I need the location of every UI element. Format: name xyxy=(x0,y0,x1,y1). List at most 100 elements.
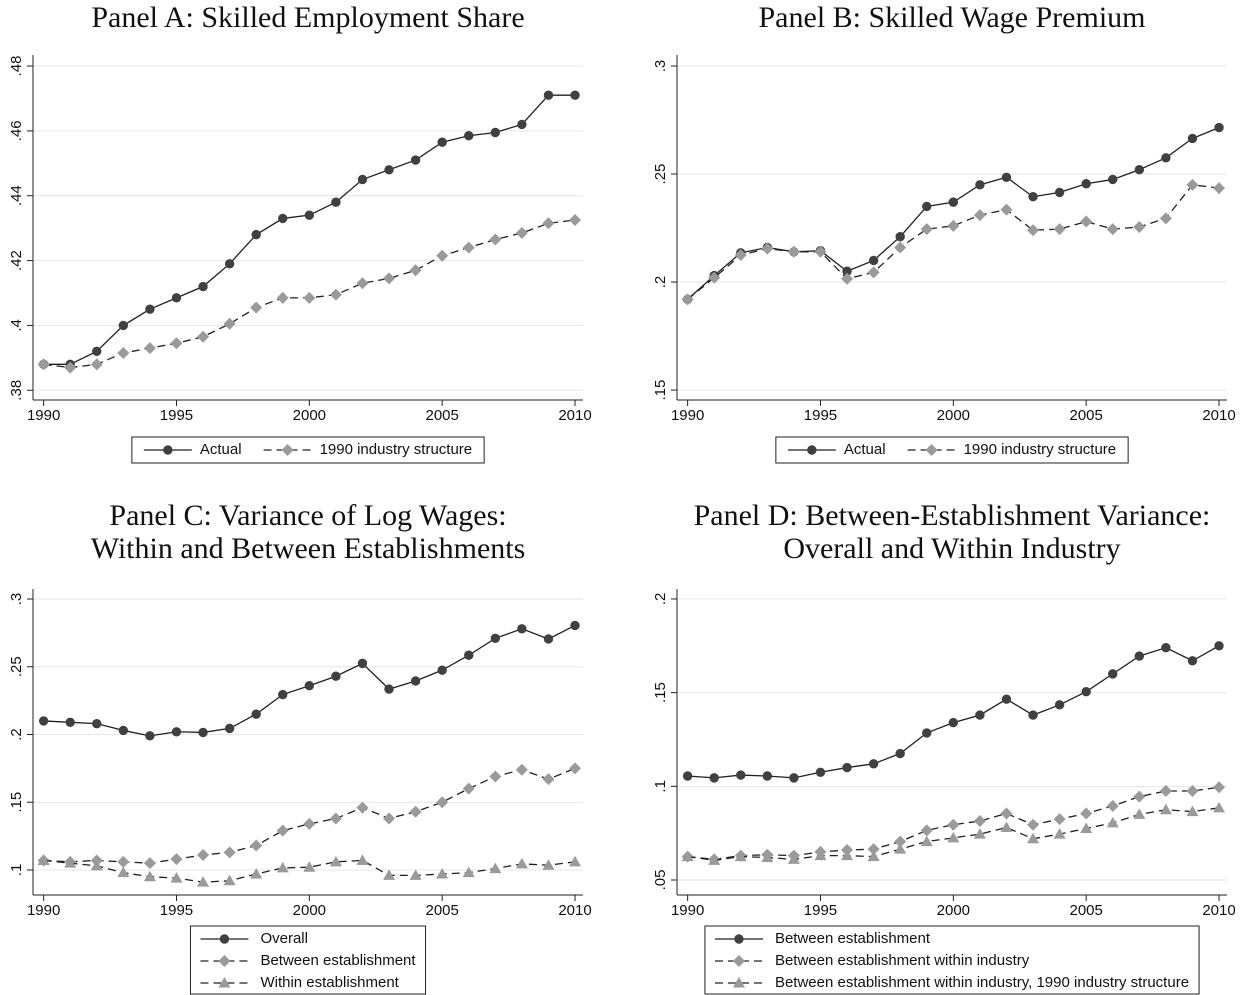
marker xyxy=(1133,808,1146,819)
marker xyxy=(1027,818,1040,831)
x-tick-label: 1995 xyxy=(804,407,837,424)
x-tick-label: 2010 xyxy=(558,407,591,424)
marker xyxy=(197,330,210,343)
marker xyxy=(515,857,528,869)
y-tick-label: .2 xyxy=(652,276,669,289)
marker xyxy=(841,849,854,861)
marker xyxy=(895,231,905,242)
marker xyxy=(1001,694,1012,704)
x-tick-label: 2000 xyxy=(937,902,970,919)
marker xyxy=(895,748,905,759)
marker xyxy=(462,782,475,795)
marker xyxy=(278,213,288,224)
marker xyxy=(218,977,231,988)
marker xyxy=(732,955,745,967)
marker xyxy=(681,850,694,862)
marker xyxy=(462,866,475,878)
marker xyxy=(734,850,747,862)
x-tick-label: 2005 xyxy=(1069,902,1102,919)
marker xyxy=(223,846,236,859)
marker xyxy=(807,445,817,455)
marker xyxy=(117,346,130,359)
marker xyxy=(383,812,396,825)
marker xyxy=(331,197,341,207)
marker xyxy=(1080,215,1093,228)
marker xyxy=(356,801,369,814)
marker xyxy=(1106,816,1119,828)
marker xyxy=(92,718,102,729)
y-tick-label: .2 xyxy=(652,593,669,606)
x-tick-label: 2010 xyxy=(1202,902,1235,919)
legend: Between establishment Between establishme… xyxy=(704,925,1200,995)
marker xyxy=(464,650,474,660)
marker xyxy=(197,849,210,862)
marker xyxy=(436,249,449,262)
marker xyxy=(170,337,183,350)
marker xyxy=(145,731,155,741)
marker xyxy=(409,264,422,277)
marker xyxy=(250,839,263,852)
y-tick-label: .38 xyxy=(8,380,25,401)
marker xyxy=(841,272,854,285)
marker xyxy=(543,90,554,100)
marker xyxy=(383,272,396,285)
marker xyxy=(489,862,502,874)
marker xyxy=(356,854,369,865)
marker xyxy=(197,876,210,887)
marker xyxy=(251,229,261,240)
marker xyxy=(894,241,907,254)
legend-label: Overall xyxy=(260,930,308,947)
x-tick-label: 2005 xyxy=(425,902,458,919)
marker xyxy=(303,817,316,830)
marker xyxy=(1027,224,1040,237)
y-tick-label: .15 xyxy=(652,682,669,703)
marker xyxy=(517,624,527,634)
x-tick-label: 1990 xyxy=(671,407,704,424)
x-tick-label: 2010 xyxy=(558,902,591,919)
x-tick-label: 2005 xyxy=(425,407,458,424)
marker xyxy=(219,934,230,944)
y-tick-label: .25 xyxy=(652,164,669,185)
marker xyxy=(409,805,422,818)
marker xyxy=(973,828,986,839)
marker xyxy=(681,293,694,306)
marker xyxy=(868,759,879,769)
marker xyxy=(787,853,800,864)
marker xyxy=(1028,192,1038,202)
marker xyxy=(1161,642,1171,653)
marker xyxy=(410,155,421,165)
marker xyxy=(1213,781,1226,794)
marker xyxy=(357,658,368,669)
y-tick-label: .1 xyxy=(8,864,25,877)
marker xyxy=(117,855,130,868)
marker xyxy=(1054,187,1065,198)
marker xyxy=(542,773,555,786)
marker xyxy=(789,773,799,783)
marker xyxy=(163,445,173,455)
panel-title: Panel D: Between-Establishment Variance: xyxy=(694,499,1211,532)
marker xyxy=(542,217,555,230)
panel-title: Panel C: Variance of Log Wages: xyxy=(109,499,506,532)
marker xyxy=(708,271,721,284)
y-tick-label: .46 xyxy=(8,120,25,141)
marker xyxy=(329,855,342,867)
marker xyxy=(171,727,182,737)
marker xyxy=(1213,182,1226,195)
marker xyxy=(1000,203,1013,216)
marker xyxy=(925,444,938,456)
marker xyxy=(1000,807,1013,820)
marker xyxy=(569,762,582,775)
marker xyxy=(543,634,554,644)
marker xyxy=(1186,805,1199,817)
marker xyxy=(37,358,50,371)
marker xyxy=(250,868,263,879)
marker xyxy=(462,241,475,254)
marker xyxy=(1159,212,1172,225)
marker xyxy=(437,665,447,675)
x-tick-label: 1990 xyxy=(671,902,704,919)
y-tick-label: .15 xyxy=(652,380,669,401)
marker xyxy=(1186,785,1199,798)
marker xyxy=(761,242,774,255)
marker xyxy=(223,874,236,886)
marker xyxy=(1134,165,1145,175)
